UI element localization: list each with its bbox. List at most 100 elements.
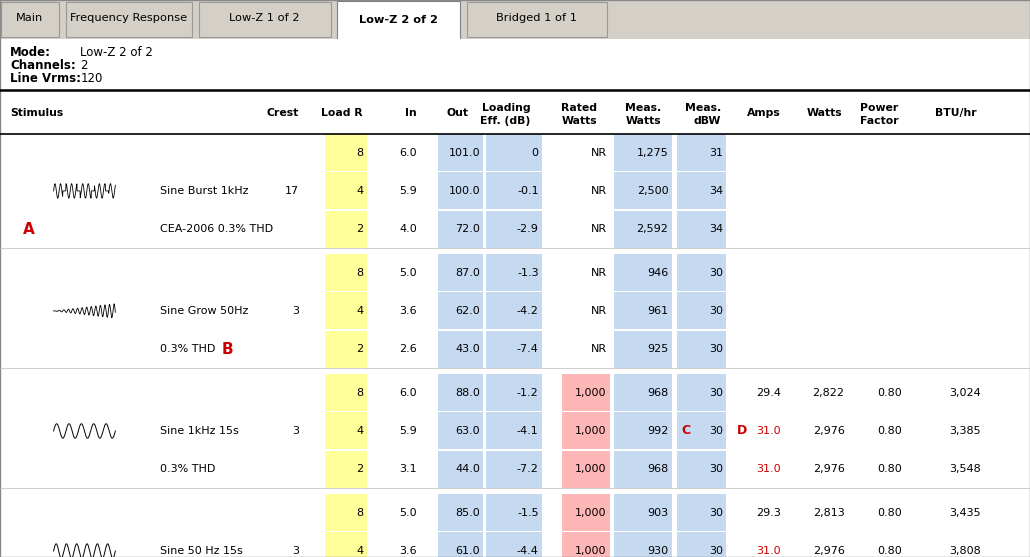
Bar — [486, 374, 542, 411]
Text: BTU/hr: BTU/hr — [935, 108, 976, 118]
Bar — [486, 254, 542, 291]
Bar — [325, 451, 367, 488]
Text: 4: 4 — [356, 426, 364, 436]
Bar — [614, 330, 672, 368]
Bar — [562, 451, 610, 488]
Bar — [325, 412, 367, 449]
Bar — [486, 211, 542, 247]
Bar — [677, 532, 726, 557]
Bar — [438, 254, 483, 291]
Text: Mode:: Mode: — [10, 46, 52, 60]
Text: 8: 8 — [356, 148, 364, 158]
Text: -4.2: -4.2 — [517, 306, 539, 316]
Text: Main: Main — [16, 13, 43, 23]
Text: 34: 34 — [709, 186, 723, 196]
Text: Sine Burst 1kHz: Sine Burst 1kHz — [160, 186, 248, 196]
Bar — [677, 254, 726, 291]
Text: 2: 2 — [356, 224, 364, 234]
Text: 4: 4 — [356, 546, 364, 556]
Bar — [199, 2, 331, 37]
Bar — [438, 451, 483, 488]
Text: 0.80: 0.80 — [878, 464, 902, 474]
Bar — [325, 292, 367, 330]
Text: 946: 946 — [647, 268, 668, 278]
Text: 2.6: 2.6 — [400, 344, 417, 354]
Text: 8: 8 — [356, 388, 364, 398]
Text: 0: 0 — [531, 148, 539, 158]
Text: 63.0: 63.0 — [455, 426, 480, 436]
Bar — [438, 412, 483, 449]
Text: Amps: Amps — [747, 108, 781, 118]
Bar — [438, 173, 483, 209]
Text: 3,024: 3,024 — [949, 388, 981, 398]
Bar — [562, 495, 610, 531]
Text: 29.4: 29.4 — [756, 388, 781, 398]
Text: 85.0: 85.0 — [455, 508, 480, 518]
Bar — [677, 292, 726, 330]
Text: 5.0: 5.0 — [400, 508, 417, 518]
Text: Low-Z 1 of 2: Low-Z 1 of 2 — [230, 13, 300, 23]
Bar — [486, 292, 542, 330]
Text: 0.80: 0.80 — [878, 388, 902, 398]
Text: Load R: Load R — [321, 108, 363, 118]
Text: 4: 4 — [356, 186, 364, 196]
Text: 992: 992 — [647, 426, 668, 436]
Text: NR: NR — [590, 306, 607, 316]
Bar — [325, 532, 367, 557]
Text: 1,000: 1,000 — [575, 546, 607, 556]
Text: 968: 968 — [647, 388, 668, 398]
Text: 72.0: 72.0 — [455, 224, 480, 234]
Text: Factor: Factor — [859, 116, 898, 126]
Text: 0.3% THD: 0.3% THD — [160, 464, 215, 474]
Bar — [325, 330, 367, 368]
Text: 2,976: 2,976 — [813, 426, 845, 436]
Text: Rated: Rated — [561, 103, 597, 113]
Text: NR: NR — [590, 224, 607, 234]
Text: 120: 120 — [80, 72, 103, 85]
Text: Loading: Loading — [482, 103, 530, 113]
Text: Frequency Response: Frequency Response — [70, 13, 187, 23]
Text: 925: 925 — [647, 344, 668, 354]
Text: 31.0: 31.0 — [756, 464, 781, 474]
Text: B: B — [221, 341, 233, 356]
Text: -1.3: -1.3 — [517, 268, 539, 278]
Text: 2,976: 2,976 — [813, 464, 845, 474]
Text: NR: NR — [590, 186, 607, 196]
Text: 2,592: 2,592 — [637, 224, 668, 234]
Text: 2,813: 2,813 — [813, 508, 845, 518]
Text: 3.1: 3.1 — [400, 464, 417, 474]
Bar — [614, 495, 672, 531]
Text: -0.1: -0.1 — [517, 186, 539, 196]
Bar — [614, 292, 672, 330]
Bar — [438, 330, 483, 368]
Text: 3: 3 — [291, 306, 299, 316]
Text: -4.4: -4.4 — [517, 546, 539, 556]
Text: 17: 17 — [284, 186, 299, 196]
Text: 961: 961 — [647, 306, 668, 316]
Text: 30: 30 — [709, 426, 723, 436]
Bar — [0, 0, 1030, 39]
Text: Meas.: Meas. — [685, 103, 721, 113]
Text: 3: 3 — [291, 546, 299, 556]
Bar — [325, 173, 367, 209]
Bar — [677, 211, 726, 247]
Text: 0.80: 0.80 — [878, 508, 902, 518]
Text: 100.0: 100.0 — [448, 186, 480, 196]
Text: Watts: Watts — [806, 108, 843, 118]
Text: NR: NR — [590, 148, 607, 158]
Text: Channels:: Channels: — [10, 59, 76, 72]
Bar — [438, 292, 483, 330]
Text: 8: 8 — [356, 268, 364, 278]
Bar — [677, 412, 726, 449]
Text: -1.5: -1.5 — [517, 508, 539, 518]
Text: 1,000: 1,000 — [575, 508, 607, 518]
Text: NR: NR — [590, 268, 607, 278]
Text: Low-Z 2 of 2: Low-Z 2 of 2 — [80, 46, 153, 60]
Text: 101.0: 101.0 — [448, 148, 480, 158]
Text: 62.0: 62.0 — [455, 306, 480, 316]
Text: Watts: Watts — [625, 116, 661, 126]
Text: 6.0: 6.0 — [400, 148, 417, 158]
Bar — [614, 412, 672, 449]
Bar — [1, 2, 59, 37]
Bar — [438, 374, 483, 411]
